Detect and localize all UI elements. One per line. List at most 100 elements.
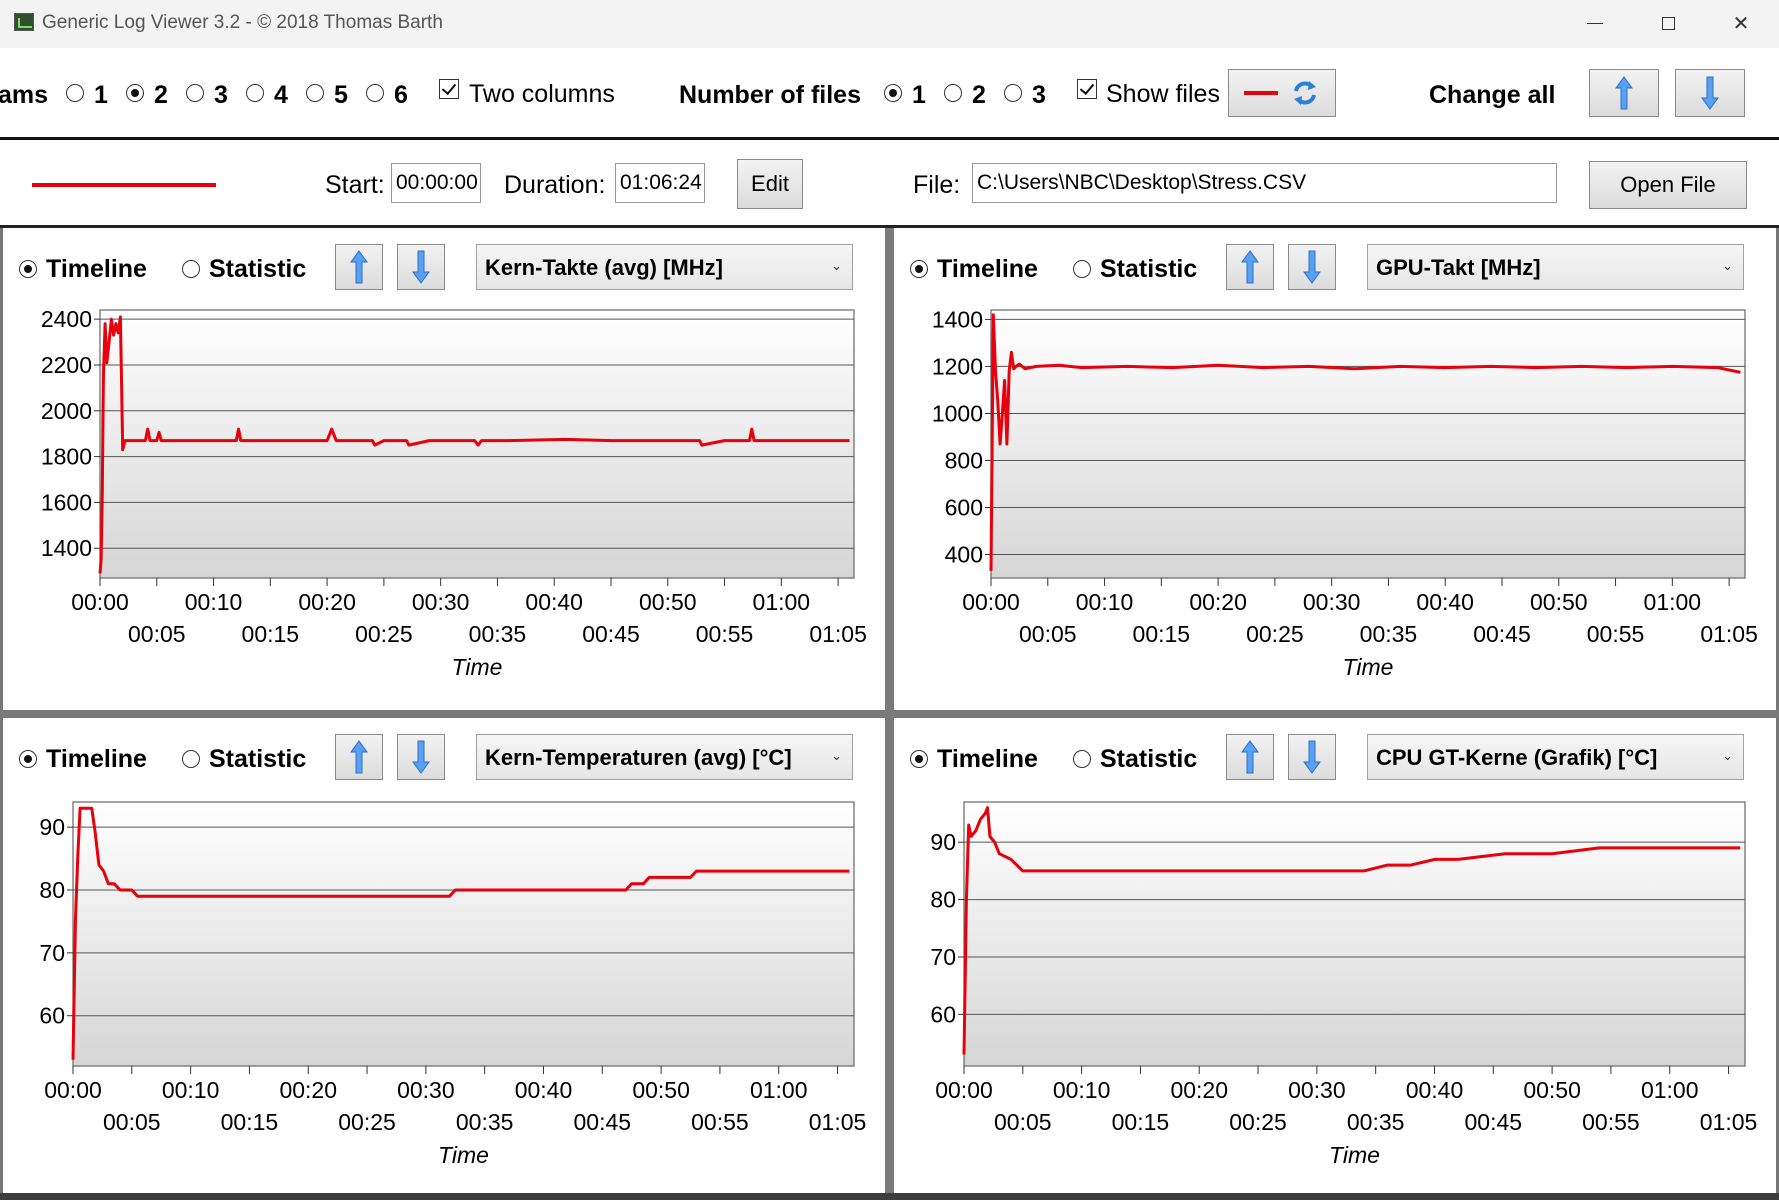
diagram-count-radio-1[interactable] [66, 84, 84, 102]
y-tick-label: 90 [930, 829, 956, 855]
sensor-dropdown[interactable]: Kern-Temperaturen (avg) [°C] ⌄ [476, 734, 853, 780]
y-tick-label: 2000 [41, 398, 92, 424]
y-tick-label: 1800 [41, 444, 92, 470]
statistic-radio[interactable] [1073, 750, 1091, 768]
maximize-icon [1661, 16, 1675, 30]
edit-button[interactable]: Edit [737, 159, 803, 209]
diagram-count-radio-4[interactable] [246, 84, 264, 102]
x-tick-label: 00:35 [1347, 1109, 1405, 1135]
change-all-down-button[interactable] [1675, 69, 1745, 117]
statistic-radio[interactable] [182, 260, 200, 278]
timeline-radio[interactable] [19, 750, 37, 768]
file-count-radio-1[interactable] [884, 84, 902, 102]
x-tick-label: 00:25 [355, 621, 413, 647]
toolbar: ams 1 2 3 4 5 6 Two columns Number of fi… [0, 48, 1779, 140]
timeline-radio[interactable] [910, 750, 928, 768]
timeline-radio[interactable] [910, 260, 928, 278]
file-count-radio-2[interactable] [944, 84, 962, 102]
y-tick-label: 1200 [932, 353, 983, 379]
x-tick-label: 00:45 [574, 1109, 632, 1135]
open-file-button[interactable]: Open File [1589, 161, 1747, 209]
x-tick-label: 00:00 [71, 589, 129, 615]
duration-field[interactable]: 01:06:24 [615, 163, 705, 203]
maximize-button[interactable] [1633, 0, 1703, 46]
sensor-down-button[interactable] [397, 244, 445, 290]
sensor-dropdown[interactable]: CPU GT-Kerne (Grafik) [°C] ⌄ [1367, 734, 1744, 780]
y-tick-label: 1600 [41, 489, 92, 515]
x-axis-label: Time [438, 1142, 489, 1168]
statistic-label: Statistic [1100, 745, 1198, 773]
x-axis-label: Time [1343, 654, 1394, 680]
x-tick-label: 00:10 [1076, 589, 1134, 615]
sensor-dropdown-value: Kern-Temperaturen (avg) [°C] [485, 745, 792, 770]
file-color-line[interactable] [32, 183, 216, 187]
x-tick-label: 00:50 [1523, 1077, 1581, 1103]
x-tick-label: 00:30 [1303, 589, 1361, 615]
sensor-up-button[interactable] [1226, 244, 1274, 290]
x-tick-label: 00:10 [162, 1077, 220, 1103]
x-tick-label: 00:00 [935, 1077, 993, 1103]
arrow-down-icon [1701, 76, 1719, 110]
statistic-label: Statistic [1100, 255, 1198, 283]
diagram-count-radio-5[interactable] [306, 84, 324, 102]
arrow-down-icon [1303, 740, 1321, 774]
sensor-dropdown[interactable]: Kern-Takte (avg) [MHz] ⌄ [476, 244, 853, 290]
sensor-down-button[interactable] [1288, 734, 1336, 780]
x-tick-label: 00:25 [338, 1109, 396, 1135]
diagram-count-radio-2[interactable] [126, 84, 144, 102]
timeline-label: Timeline [46, 255, 147, 283]
show-files-checkbox[interactable] [1077, 79, 1097, 99]
two-columns-checkbox[interactable] [439, 79, 459, 99]
x-tick-label: 00:30 [397, 1077, 455, 1103]
chevron-down-icon: ⌄ [1722, 258, 1733, 273]
timeline-chart: 90 80 70 60 00:00 00:10 00:20 00:30 00:40 00:50 01… [39, 801, 866, 1168]
timeline-radio[interactable] [19, 260, 37, 278]
y-tick-label: 1400 [932, 306, 983, 332]
frame-bottom [0, 1193, 1779, 1200]
statistic-radio[interactable] [1073, 260, 1091, 278]
refresh-icon [1294, 81, 1316, 105]
sensor-down-button[interactable] [397, 734, 445, 780]
sensor-up-button[interactable] [335, 244, 383, 290]
x-tick-label: 00:40 [1406, 1077, 1464, 1103]
x-tick-label: 01:05 [809, 621, 867, 647]
series-line [962, 806, 1741, 1055]
sensor-down-button[interactable] [1288, 244, 1336, 290]
x-tick-label: 01:00 [1641, 1077, 1699, 1103]
timeline-chart: 90 80 70 60 00:00 00:10 00:20 00:30 00:40 00:50 01… [930, 801, 1758, 1168]
file-count-radio-3[interactable] [1004, 84, 1022, 102]
arrow-up-icon [350, 250, 368, 284]
y-tick-label: 80 [930, 887, 956, 913]
x-tick-label: 01:00 [753, 589, 811, 615]
file-count-label-3: 3 [1032, 81, 1046, 109]
title-bar: Generic Log Viewer 3.2 - © 2018 Thomas B… [0, 0, 1779, 49]
change-all-up-button[interactable] [1589, 69, 1659, 117]
x-tick-label: 00:45 [1473, 621, 1531, 647]
x-tick-label: 00:15 [1133, 621, 1191, 647]
file-path-field[interactable]: C:\Users\NBC\Desktop\Stress.CSV [972, 163, 1557, 203]
panel-splitter-horizontal[interactable] [0, 710, 1779, 718]
timeline-label: Timeline [937, 255, 1038, 283]
diagram-count-label-6: 6 [394, 81, 408, 109]
start-field[interactable]: 00:00:00 [391, 163, 481, 203]
diagram-count-radio-3[interactable] [186, 84, 204, 102]
timeline-label: Timeline [46, 745, 147, 773]
sensor-up-button[interactable] [335, 734, 383, 780]
sensor-dropdown[interactable]: GPU-Takt [MHz] ⌄ [1367, 244, 1744, 290]
y-tick-label: 1000 [932, 400, 983, 426]
monitor-icon [14, 13, 34, 31]
arrow-down-icon [412, 740, 430, 774]
close-button[interactable]: ✕ [1706, 0, 1776, 46]
statistic-radio[interactable] [182, 750, 200, 768]
x-tick-label: 01:05 [1700, 1109, 1758, 1135]
x-tick-label: 00:55 [691, 1109, 749, 1135]
diagram-count-radio-6[interactable] [366, 84, 384, 102]
file-label: File: [913, 171, 961, 199]
swap-color-button[interactable] [1228, 69, 1336, 117]
x-tick-label: 00:00 [962, 589, 1020, 615]
sensor-up-button[interactable] [1226, 734, 1274, 780]
x-tick-label: 01:05 [1700, 621, 1758, 647]
color-line-icon [1244, 91, 1278, 95]
minimize-button[interactable] [1560, 0, 1630, 46]
timeline-label: Timeline [937, 745, 1038, 773]
